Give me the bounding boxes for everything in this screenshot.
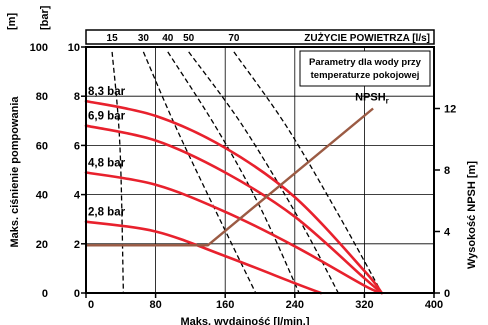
air-curve-70	[233, 51, 383, 294]
air-consumption-strip	[85, 29, 435, 45]
y-right-tick-label-3: 12	[444, 104, 456, 116]
y-m-tick-label-2: 40	[36, 190, 48, 202]
series-label-3: 2,8 bar	[88, 207, 126, 219]
series-label-2: 4,8 bar	[88, 157, 126, 169]
air-tick-label-1: 30	[138, 33, 150, 44]
x-tick-label-5: 400	[425, 299, 443, 311]
series-line-0	[84, 99, 384, 295]
y-m-tick-label-3: 60	[36, 140, 48, 152]
y-m-tick-label-5: 100	[30, 42, 48, 54]
annotation-line-2: temperaturze pokojowej	[311, 70, 420, 81]
annotation-line-1: Parametry dla wody przy	[309, 57, 422, 68]
x-tick-label-3: 240	[286, 299, 304, 311]
annotation-box	[299, 50, 431, 87]
x-tick-label-0: 0	[88, 299, 94, 311]
air-tick-label-2: 40	[162, 33, 174, 44]
y-m-tick-label-0: 0	[42, 288, 48, 300]
y-axis-left-title: Maks. ciśnienie pompowania	[9, 96, 21, 248]
air-curve-40	[167, 51, 300, 294]
y-bar-tick-label-4: 8	[74, 91, 80, 103]
npsh-curve	[86, 107, 374, 247]
air-curve-50	[188, 51, 339, 294]
npsh-label-subscript: r	[386, 97, 389, 106]
series-label-0: 8,3 bar	[88, 86, 126, 98]
y-bar-tick-label-3: 6	[74, 140, 80, 152]
y-right-tick-label-0: 0	[444, 288, 450, 300]
air-curve-30	[142, 51, 257, 294]
left-m-unit: [m]	[6, 13, 18, 30]
air-consumption-title: ZUŻYCIE POWIETRZA [l/s]	[304, 31, 430, 44]
y-bar-tick-label-5: 10	[68, 42, 80, 54]
series-line-2	[84, 171, 384, 295]
npsh-label: NPSHr	[355, 92, 389, 106]
left-bar-unit: [bar]	[39, 5, 51, 30]
y-right-tick-label-1: 4	[444, 227, 451, 239]
series-label-1: 6,9 bar	[88, 111, 126, 123]
series-line-3	[84, 220, 323, 295]
y-right-tick-label-2: 8	[444, 165, 450, 177]
air-tick-label-0: 15	[107, 33, 119, 44]
series-line-1	[84, 124, 384, 295]
y-bar-tick-label-2: 4	[74, 190, 81, 202]
x-axis-title: Maks. wydajność [l/min.]	[181, 316, 310, 325]
y-m-tick-label-1: 20	[36, 239, 48, 251]
x-tick-label-1: 80	[149, 299, 161, 311]
x-tick-label-2: 160	[216, 299, 234, 311]
y-bar-tick-label-1: 2	[74, 239, 80, 251]
air-tick-label-3: 50	[183, 33, 195, 44]
y-bar-tick-label-0: 0	[74, 288, 80, 300]
air-tick-label-4: 70	[228, 33, 240, 44]
y-axis-right-title: Wysokość NPSH [m]	[466, 161, 478, 269]
air-curve-15	[111, 51, 125, 294]
x-tick-label-4: 320	[355, 299, 373, 311]
y-m-tick-label-4: 80	[36, 91, 48, 103]
